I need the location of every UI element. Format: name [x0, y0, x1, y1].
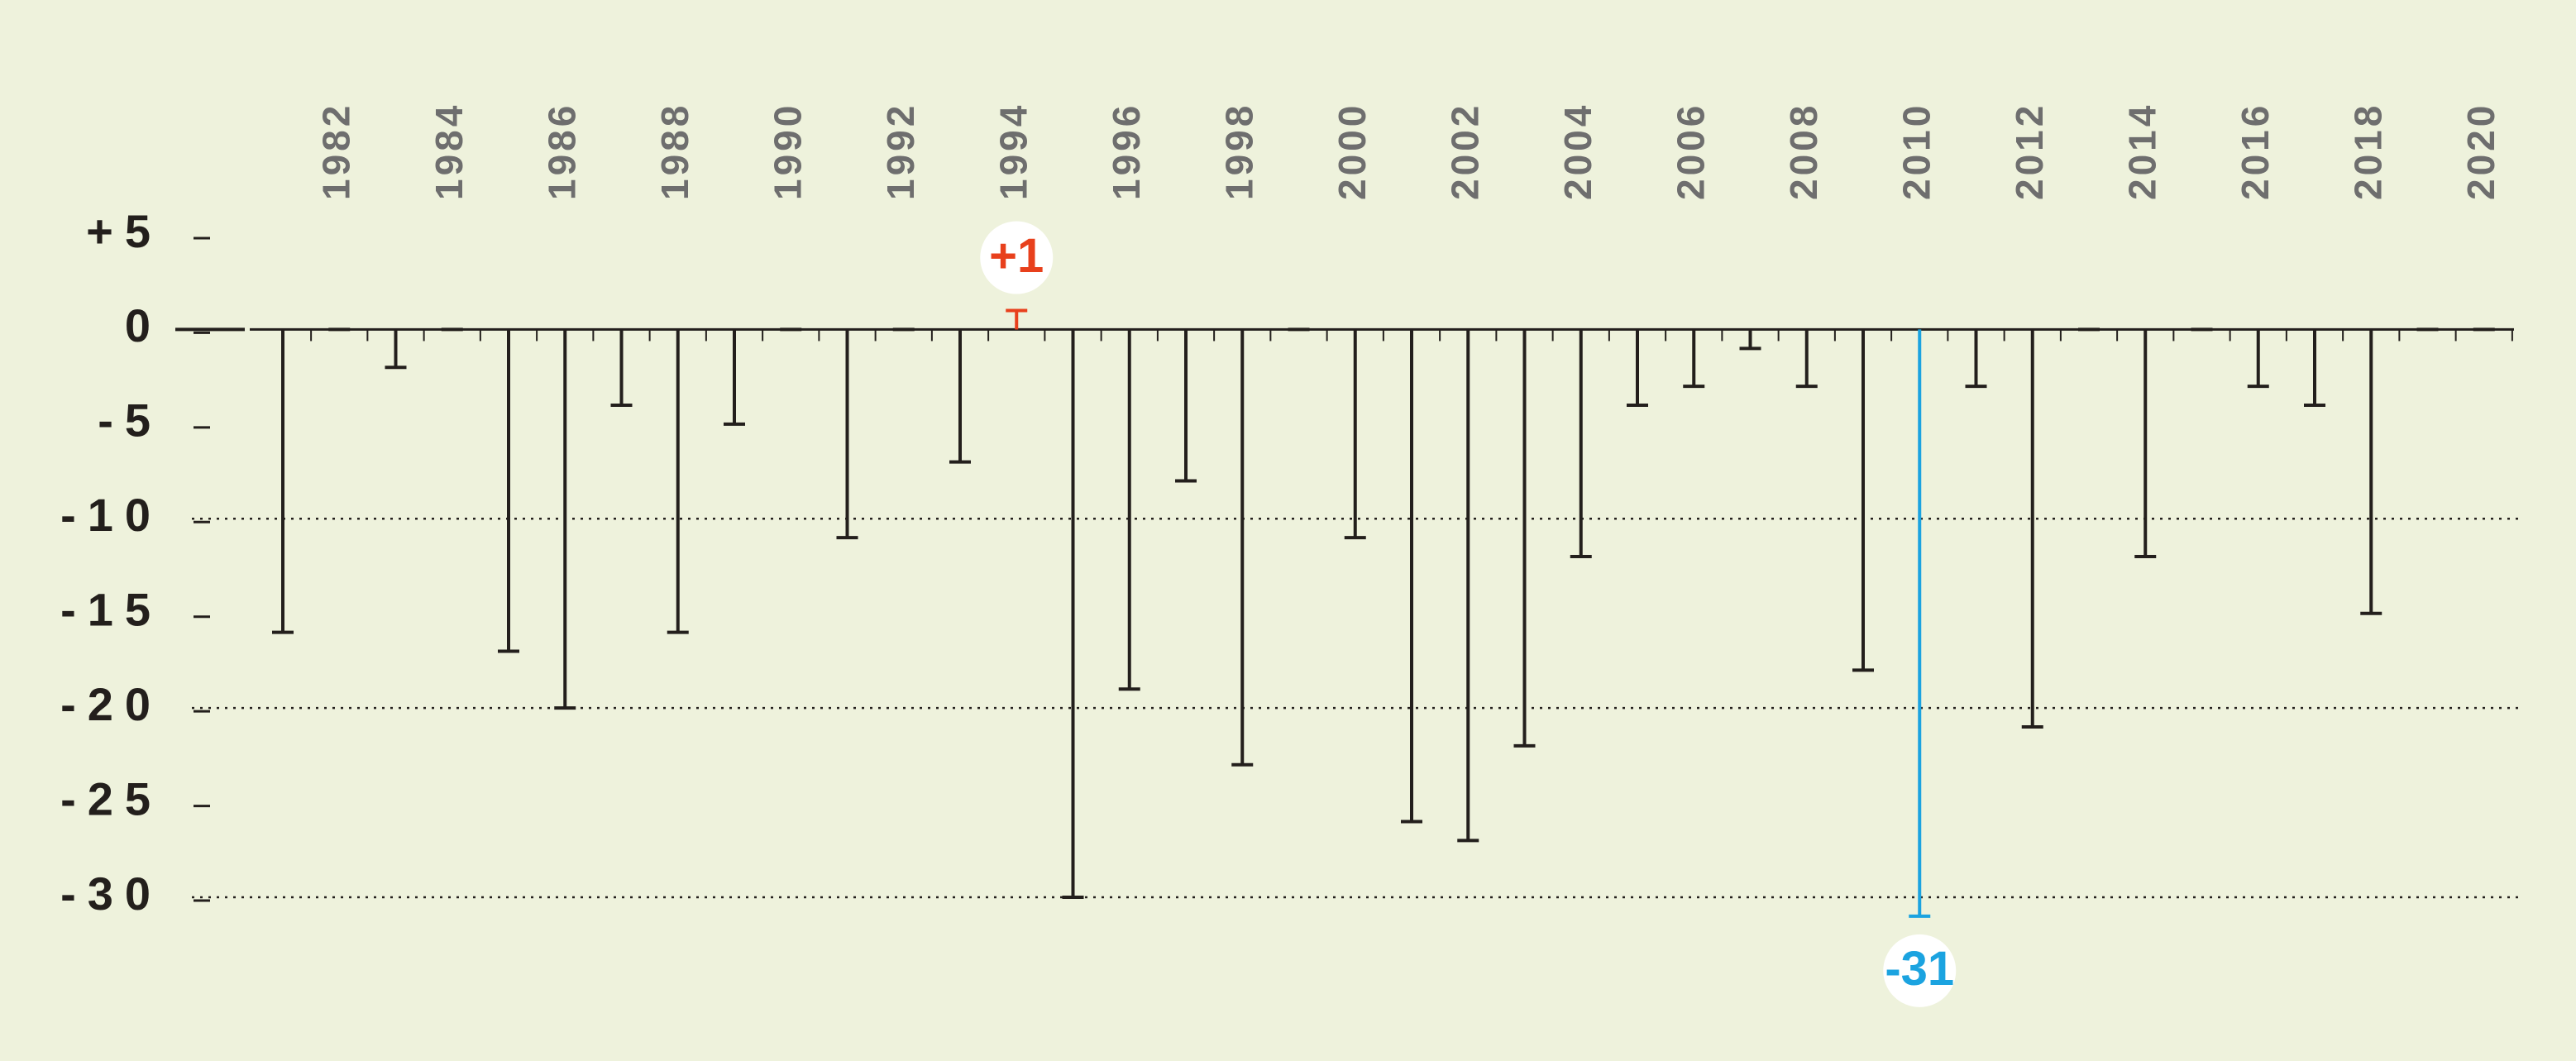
x-tick-label: 2000 — [1331, 103, 1374, 200]
y-tick-label: -5 — [98, 394, 162, 447]
y-tick-label: +5 — [86, 205, 162, 257]
x-tick-label: 1986 — [540, 103, 583, 200]
x-tick-label: 1984 — [428, 103, 471, 200]
x-tick-label: 1988 — [653, 103, 696, 200]
annotation-badge — [980, 221, 1054, 294]
x-tick-label: 1992 — [879, 103, 922, 200]
x-tick-label: 2006 — [1669, 103, 1712, 200]
x-tick-label: 2004 — [1556, 103, 1599, 200]
y-tick-label: -30 — [60, 867, 162, 920]
x-tick-label: 1996 — [1105, 103, 1148, 200]
annotation: -31 — [1885, 942, 1954, 996]
y-tick-label: 0 — [125, 299, 162, 351]
x-tick-label: 2014 — [2120, 103, 2163, 200]
annotation: +1 — [989, 229, 1044, 283]
annotation-badge — [1883, 934, 1957, 1007]
y-tick-label: -10 — [60, 489, 162, 541]
y-tick-label: -15 — [60, 584, 162, 636]
x-tick-label: 2018 — [2346, 103, 2389, 200]
x-tick-label: 1994 — [992, 103, 1035, 200]
y-tick-label: -20 — [60, 678, 162, 730]
x-tick-label: 1998 — [1217, 103, 1260, 200]
y-tick-label: -25 — [60, 772, 162, 824]
x-tick-label: 2016 — [2234, 103, 2277, 200]
x-tick-label: 2012 — [2008, 103, 2051, 200]
x-tick-label: 2020 — [2459, 103, 2502, 200]
x-tick-label: 2008 — [1782, 103, 1825, 200]
x-tick-label: 2010 — [1895, 103, 1938, 200]
x-tick-label: 1982 — [314, 103, 357, 200]
x-tick-label: 1990 — [766, 103, 809, 200]
x-tick-label: 2002 — [1443, 103, 1486, 200]
